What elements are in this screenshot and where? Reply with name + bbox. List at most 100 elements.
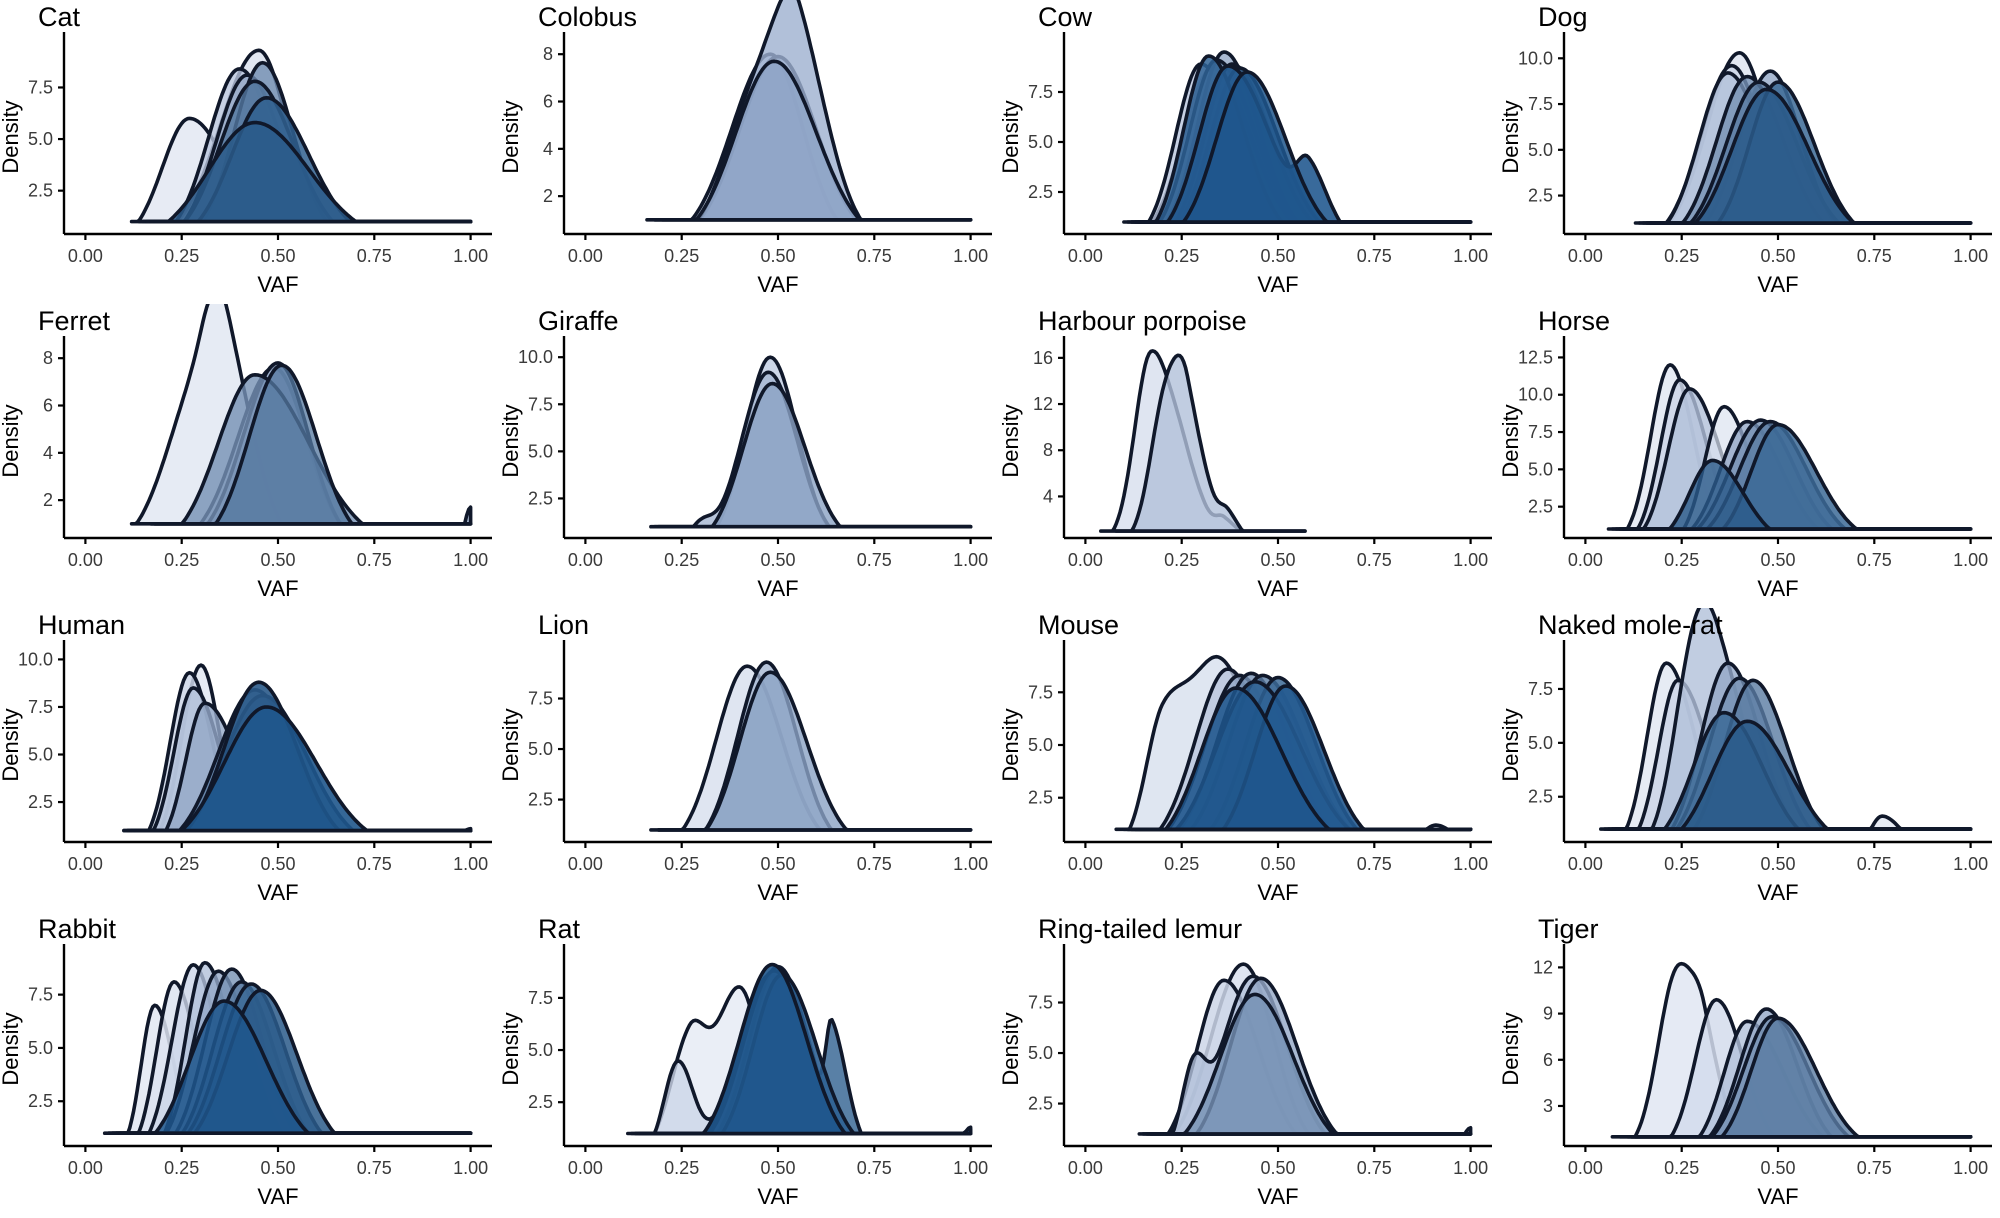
density-curve — [152, 120, 473, 224]
x-tick-label: 0.25 — [1164, 246, 1199, 266]
x-tick-label: 0.00 — [1568, 854, 1603, 874]
x-tick-label: 0.00 — [1068, 246, 1103, 266]
x-tick-label: 0.00 — [68, 246, 103, 266]
x-tick-label: 1.00 — [1453, 246, 1488, 266]
x-tick-label: 0.75 — [857, 550, 892, 570]
density-curve — [660, 59, 973, 222]
y-tick-label: 6 — [43, 396, 53, 416]
y-tick-label: 2 — [43, 490, 53, 510]
y-axis-title: Density — [1000, 404, 1023, 477]
x-tick-label: 0.75 — [1857, 550, 1892, 570]
x-tick-label: 0.75 — [1857, 1158, 1892, 1178]
x-axis-title: VAF — [257, 272, 298, 297]
density-curve — [152, 363, 473, 526]
y-axis-title: Density — [1500, 708, 1523, 781]
x-tick-label: 0.25 — [164, 550, 199, 570]
x-tick-label: 1.00 — [453, 1158, 488, 1178]
density-curve — [1149, 992, 1473, 1136]
x-tick-label: 0.00 — [1568, 550, 1603, 570]
y-tick-label: 7.5 — [528, 394, 553, 414]
density-plot-human: 2.5 5.0 7.5 10.0 0.00 0.25 0.50 0.75 1.00 VAF Dens… — [0, 610, 492, 905]
panel-title: Lion — [538, 610, 589, 640]
x-tick-label: 0.25 — [1664, 246, 1699, 266]
y-tick-label: 8 — [43, 348, 53, 368]
x-tick-label: 0.50 — [260, 854, 295, 874]
y-tick-label: 12 — [1033, 394, 1053, 414]
density-curve — [1618, 719, 1973, 831]
y-tick-label: 7.5 — [28, 77, 53, 97]
y-tick-label: 5.0 — [1528, 459, 1553, 479]
x-tick-label: 0.50 — [1260, 550, 1295, 570]
x-axis-title: VAF — [757, 272, 798, 297]
x-tick-label: 1.00 — [1953, 1158, 1988, 1178]
x-tick-label: 0.00 — [68, 550, 103, 570]
x-axis-title: VAF — [1257, 1184, 1298, 1209]
x-tick-label: 0.25 — [664, 246, 699, 266]
y-tick-label: 7.5 — [1528, 422, 1553, 442]
x-axis-title: VAF — [1757, 272, 1798, 297]
y-tick-label: 2.5 — [1028, 182, 1053, 202]
x-tick-label: 0.00 — [568, 1158, 603, 1178]
y-axis-title: Density — [500, 1012, 523, 1085]
density-plot-tiger: 3 6 9 12 0.00 0.25 0.50 0.75 1.00 VAF Density Tiger — [1500, 914, 1992, 1209]
panel-title: Human — [38, 610, 125, 640]
y-tick-label: 5.0 — [1528, 140, 1553, 160]
panel-title: Rabbit — [38, 914, 117, 944]
y-tick-label: 5.0 — [1028, 132, 1053, 152]
x-tick-label: 0.00 — [1568, 1158, 1603, 1178]
panel-ring-tailed-lemur: 2.5 5.0 7.5 0.00 0.25 0.50 0.75 1.00 VAF Density R… — [1000, 912, 1500, 1216]
x-tick-label: 0.25 — [1164, 854, 1199, 874]
panel-title: Giraffe — [538, 306, 619, 336]
density-plot-rat: 2.5 5.0 7.5 0.00 0.25 0.50 0.75 1.00 VAF Density R… — [500, 914, 992, 1209]
y-tick-label: 2.5 — [1028, 788, 1053, 808]
x-tick-label: 0.50 — [1260, 1158, 1295, 1178]
y-axis-title: Density — [0, 708, 23, 781]
y-tick-label: 8 — [543, 44, 553, 64]
y-tick-label: 7.5 — [1528, 679, 1553, 699]
y-tick-label: 5.0 — [28, 129, 53, 149]
y-tick-label: 2.5 — [28, 1091, 53, 1111]
x-tick-label: 0.75 — [1357, 1158, 1392, 1178]
y-tick-label: 2.5 — [528, 488, 553, 508]
panel-horse: 2.5 5.0 7.5 10.0 12.5 0.00 0.25 0.50 0.75 1.00 VAF… — [1500, 304, 2000, 608]
y-tick-label: 9 — [1543, 1004, 1553, 1024]
density-curve — [1114, 353, 1307, 533]
x-tick-label: 1.00 — [953, 1158, 988, 1178]
x-tick-label: 0.25 — [164, 1158, 199, 1178]
panel-rat: 2.5 5.0 7.5 0.00 0.25 0.50 0.75 1.00 VAF Density R… — [500, 912, 1000, 1216]
y-tick-label: 2.5 — [1528, 787, 1553, 807]
x-tick-label: 0.75 — [857, 1158, 892, 1178]
y-tick-label: 5.0 — [28, 1038, 53, 1058]
y-axis-title: Density — [0, 100, 23, 173]
x-axis-title: VAF — [757, 576, 798, 601]
x-axis-title: VAF — [257, 1184, 298, 1209]
x-tick-label: 1.00 — [953, 550, 988, 570]
y-axis-title: Density — [1500, 100, 1523, 173]
x-tick-label: 0.50 — [760, 550, 795, 570]
y-axis-title: Density — [0, 404, 23, 477]
density-curve — [1141, 70, 1473, 224]
x-tick-label: 0.75 — [1857, 854, 1892, 874]
y-tick-label: 5.0 — [28, 745, 53, 765]
x-tick-label: 0.00 — [68, 854, 103, 874]
density-plot-harbour-porpoise: 4 8 12 16 0.00 0.25 0.50 0.75 1.00 VAF Density Harb… — [1000, 306, 1492, 601]
x-tick-label: 0.50 — [760, 1158, 795, 1178]
density-plot-dog: 2.5 5.0 7.5 10.0 0.00 0.25 0.50 0.75 1.00 VAF Dens… — [1500, 2, 1992, 297]
density-curve — [1622, 458, 1973, 531]
x-tick-label: 0.75 — [1357, 246, 1392, 266]
density-curve — [656, 670, 973, 832]
panel-title: Ring-tailed lemur — [1038, 914, 1242, 944]
x-tick-label: 0.00 — [568, 550, 603, 570]
density-plot-lion: 2.5 5.0 7.5 0.00 0.25 0.50 0.75 1.00 VAF Density L… — [500, 610, 992, 905]
x-axis-title: VAF — [257, 576, 298, 601]
x-axis-title: VAF — [1757, 576, 1798, 601]
x-tick-label: 0.75 — [357, 854, 392, 874]
density-plot-naked-mole-rat: 2.5 5.0 7.5 0.00 0.25 0.50 0.75 1.00 VAF Density N… — [1500, 608, 1992, 905]
x-tick-label: 0.50 — [260, 550, 295, 570]
y-tick-label: 10.0 — [1518, 48, 1553, 68]
x-axis-title: VAF — [1757, 880, 1798, 905]
y-tick-label: 3 — [1543, 1096, 1553, 1116]
density-plot-mouse: 2.5 5.0 7.5 0.00 0.25 0.50 0.75 1.00 VAF Density M… — [1000, 610, 1492, 905]
density-curve — [133, 705, 473, 833]
